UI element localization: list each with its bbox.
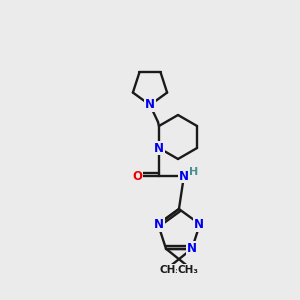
- Text: N: N: [145, 98, 155, 112]
- Text: H: H: [189, 167, 199, 177]
- Text: N: N: [187, 242, 197, 255]
- Text: O: O: [132, 169, 142, 182]
- Text: CH₃: CH₃: [159, 265, 180, 275]
- Text: N: N: [154, 142, 164, 154]
- Text: N: N: [179, 169, 189, 182]
- Text: N: N: [194, 218, 204, 231]
- Text: N: N: [154, 218, 164, 231]
- Text: CH₃: CH₃: [178, 265, 199, 275]
